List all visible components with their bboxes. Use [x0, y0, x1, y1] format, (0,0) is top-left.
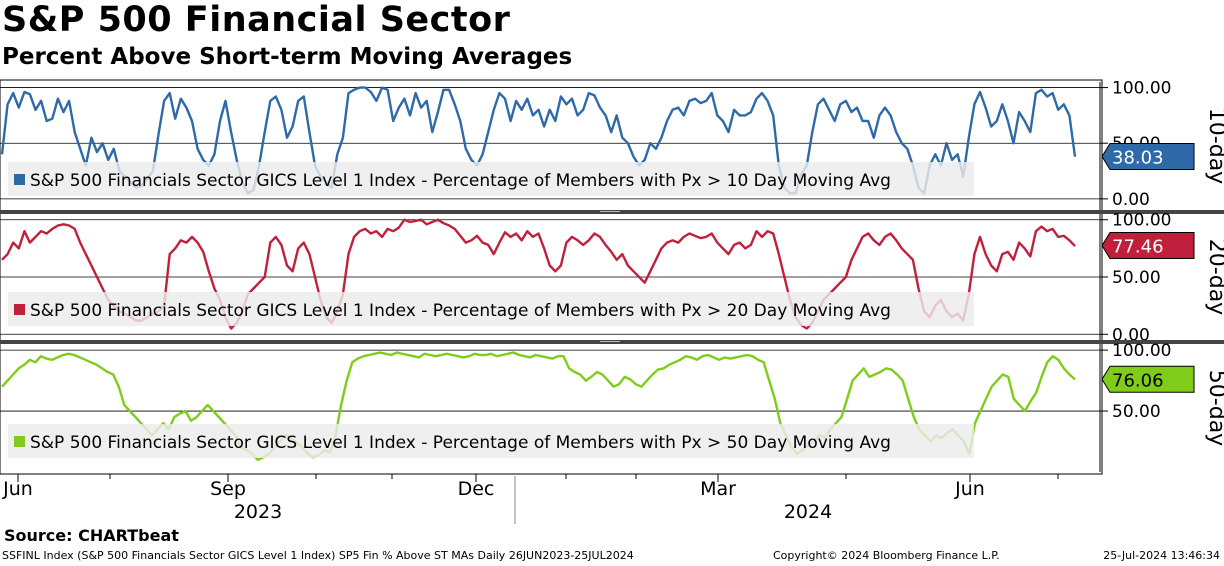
- last-value-tag-shape: [1101, 365, 1195, 393]
- legend-box: [8, 162, 974, 196]
- last-value-label: 77.46: [1112, 237, 1164, 258]
- footer-description: SSFINL Index (S&P 500 Financials Sector …: [2, 549, 634, 562]
- series-line-10-day: [0, 86, 1077, 195]
- last-value-tag-50-day: 76.06: [1101, 365, 1195, 393]
- last-value-label: 38.03: [1112, 148, 1164, 169]
- footer-timestamp: 25-Jul-2024 13:46:34: [1103, 549, 1220, 562]
- source-label: Source: CHARTbeat: [4, 526, 179, 545]
- chart-subtitle: Percent Above Short-term Moving Averages: [2, 44, 573, 70]
- footer-copyright: Copyright© 2024 Bloomberg Finance L.P.: [773, 549, 1000, 562]
- x-month-label: Dec: [458, 478, 495, 500]
- y-tick-label: 50.00: [1112, 402, 1161, 422]
- legend-swatch: [14, 174, 25, 185]
- y-tick-label: 50.00: [1112, 268, 1161, 288]
- legend-text: S&P 500 Financials Sector GICS Level 1 I…: [30, 433, 891, 453]
- legend-swatch: [14, 304, 25, 315]
- series-line-50-day: [1, 351, 1076, 461]
- legend-text: S&P 500 Financials Sector GICS Level 1 I…: [30, 301, 891, 321]
- panel-splitter-handle: [600, 341, 620, 342]
- side-label-50-day: 50-day: [1204, 370, 1224, 446]
- panel-splitter-handle: [600, 211, 620, 212]
- y-tick-label: 100.00: [1112, 79, 1171, 99]
- last-value-tag-shape: [1101, 232, 1195, 260]
- x-month-label: Jun: [2, 478, 33, 500]
- legend-box: [8, 424, 974, 458]
- last-value-tag-shape: [1101, 143, 1195, 171]
- x-month-label: Jun: [954, 478, 985, 500]
- series-line-20-day: [1, 218, 1076, 330]
- legend-text: S&P 500 Financials Sector GICS Level 1 I…: [30, 171, 891, 191]
- y-tick-label: 100.00: [1112, 211, 1171, 231]
- side-label-20-day: 20-day: [1204, 239, 1224, 315]
- chart-title: S&P 500 Financial Sector: [2, 0, 511, 40]
- y-tick-label: 0.00: [1112, 190, 1150, 210]
- x-year-label: 2024: [784, 501, 832, 523]
- x-year-label: 2023: [234, 501, 282, 523]
- last-value-tag-20-day: 77.46: [1101, 232, 1195, 260]
- y-tick-label: 100.00: [1112, 341, 1171, 361]
- last-value-label: 76.06: [1112, 370, 1164, 391]
- last-value-tag-10-day: 38.03: [1101, 143, 1195, 171]
- x-month-label: Mar: [700, 478, 736, 500]
- side-label-10-day: 10-day: [1204, 108, 1224, 184]
- x-month-label: Sep: [210, 478, 246, 500]
- legend-swatch: [14, 436, 25, 447]
- legend-box: [8, 292, 974, 326]
